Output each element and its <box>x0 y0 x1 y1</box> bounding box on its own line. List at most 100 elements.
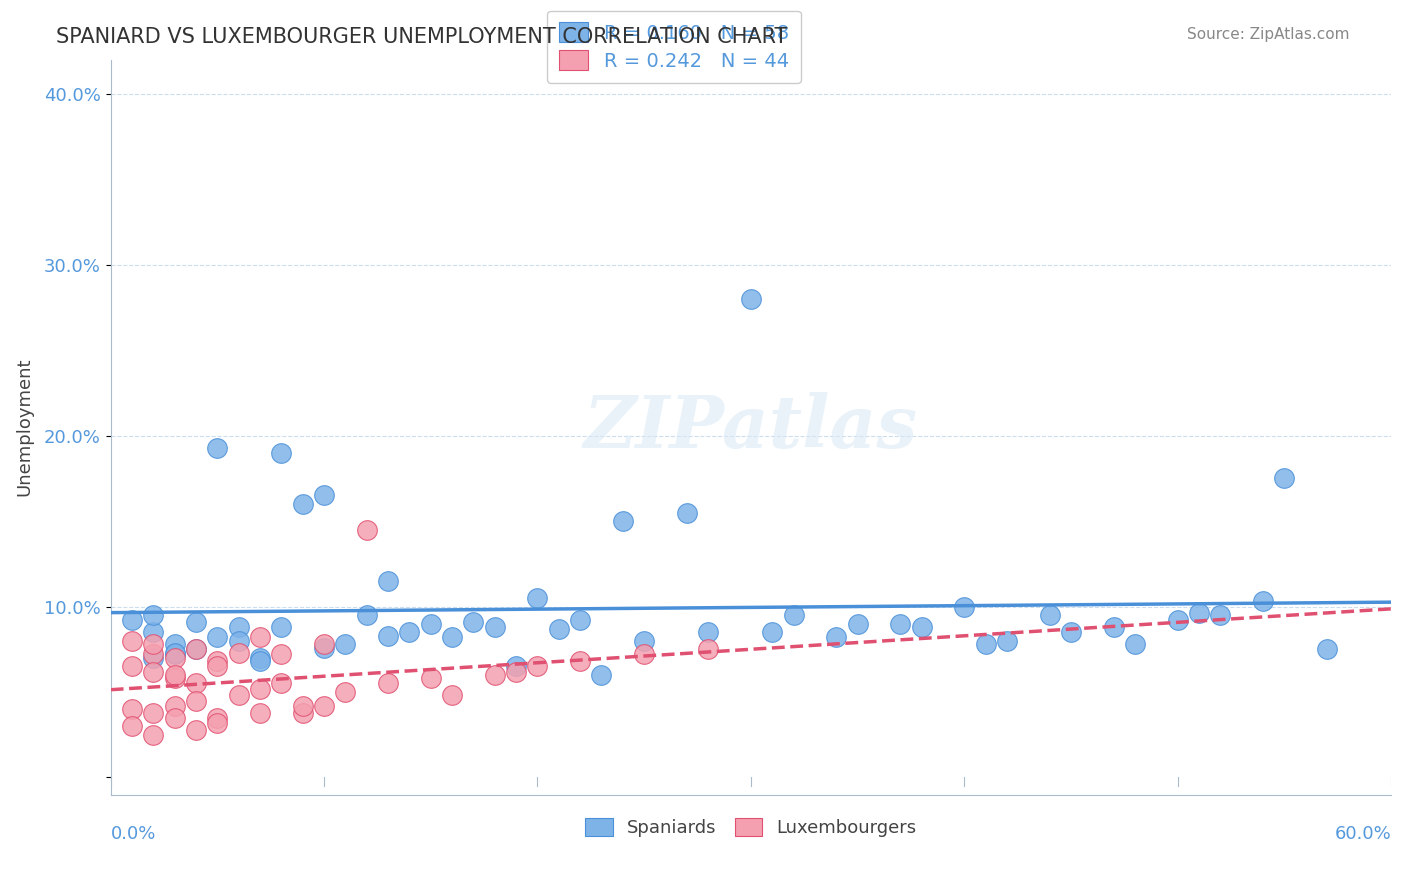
Point <box>142 625 165 640</box>
Point <box>1060 625 1083 640</box>
Point <box>142 665 165 679</box>
Point <box>249 706 271 720</box>
Point <box>228 633 250 648</box>
Point <box>270 676 292 690</box>
Point <box>335 637 357 651</box>
Point <box>163 646 186 660</box>
Point <box>419 671 441 685</box>
Point <box>249 650 271 665</box>
Point <box>270 648 292 662</box>
Text: ZIPatlas: ZIPatlas <box>583 392 918 463</box>
Point <box>207 654 229 668</box>
Point <box>398 625 420 640</box>
Point <box>121 613 143 627</box>
Point <box>228 646 250 660</box>
Point <box>612 514 634 528</box>
Point <box>163 698 186 713</box>
Point <box>291 497 314 511</box>
Point <box>782 608 804 623</box>
Point <box>974 637 997 651</box>
Point <box>142 637 165 651</box>
Point <box>207 715 229 730</box>
Point <box>184 642 207 657</box>
Point <box>163 711 186 725</box>
Text: Source: ZipAtlas.com: Source: ZipAtlas.com <box>1187 27 1350 42</box>
Point <box>569 654 592 668</box>
Point <box>1209 608 1232 623</box>
Point <box>633 648 655 662</box>
Point <box>740 292 762 306</box>
Point <box>228 620 250 634</box>
Point <box>163 650 186 665</box>
Point <box>314 698 336 713</box>
Point <box>314 637 336 651</box>
Point <box>526 659 548 673</box>
Point <box>1188 607 1211 621</box>
Point <box>676 506 699 520</box>
Point <box>633 633 655 648</box>
Point <box>207 659 229 673</box>
Point <box>505 665 527 679</box>
Point <box>270 620 292 634</box>
Point <box>163 637 186 651</box>
Point <box>377 629 399 643</box>
Point <box>163 648 186 662</box>
Point <box>335 685 357 699</box>
Point <box>569 613 592 627</box>
Point <box>356 523 378 537</box>
Point <box>291 706 314 720</box>
Point <box>184 723 207 737</box>
Point <box>910 620 932 634</box>
Point <box>121 719 143 733</box>
Point <box>547 622 569 636</box>
Point <box>207 441 229 455</box>
Point <box>163 668 186 682</box>
Point <box>1272 471 1295 485</box>
Point <box>142 728 165 742</box>
Point <box>121 633 143 648</box>
Point <box>1251 594 1274 608</box>
Point <box>889 616 911 631</box>
Point <box>526 591 548 605</box>
Point <box>207 630 229 644</box>
Point <box>314 640 336 655</box>
Point <box>163 671 186 685</box>
Point <box>463 615 485 629</box>
Point <box>184 642 207 657</box>
Point <box>184 676 207 690</box>
Point <box>228 689 250 703</box>
Point <box>249 654 271 668</box>
Point <box>825 630 848 644</box>
Point <box>995 633 1018 648</box>
Point <box>1039 608 1062 623</box>
Legend: Spaniards, Luxembourgers: Spaniards, Luxembourgers <box>578 811 924 845</box>
Text: 60.0%: 60.0% <box>1334 825 1391 843</box>
Point <box>249 630 271 644</box>
Point <box>314 488 336 502</box>
Point <box>184 615 207 629</box>
Point <box>697 625 720 640</box>
Point <box>184 693 207 707</box>
Text: 0.0%: 0.0% <box>111 825 156 843</box>
Text: SPANIARD VS LUXEMBOURGER UNEMPLOYMENT CORRELATION CHART: SPANIARD VS LUXEMBOURGER UNEMPLOYMENT CO… <box>56 27 787 46</box>
Point <box>249 681 271 696</box>
Point <box>377 574 399 588</box>
Point <box>142 608 165 623</box>
Point <box>121 702 143 716</box>
Point <box>484 668 506 682</box>
Point <box>1102 620 1125 634</box>
Point <box>121 659 143 673</box>
Point <box>356 608 378 623</box>
Point <box>505 659 527 673</box>
Point <box>484 620 506 634</box>
Point <box>761 625 783 640</box>
Point <box>142 706 165 720</box>
Point <box>142 650 165 665</box>
Point <box>441 630 464 644</box>
Point <box>207 711 229 725</box>
Point <box>419 616 441 631</box>
Point <box>697 642 720 657</box>
Point <box>846 616 869 631</box>
Point <box>1167 613 1189 627</box>
Point <box>270 446 292 460</box>
